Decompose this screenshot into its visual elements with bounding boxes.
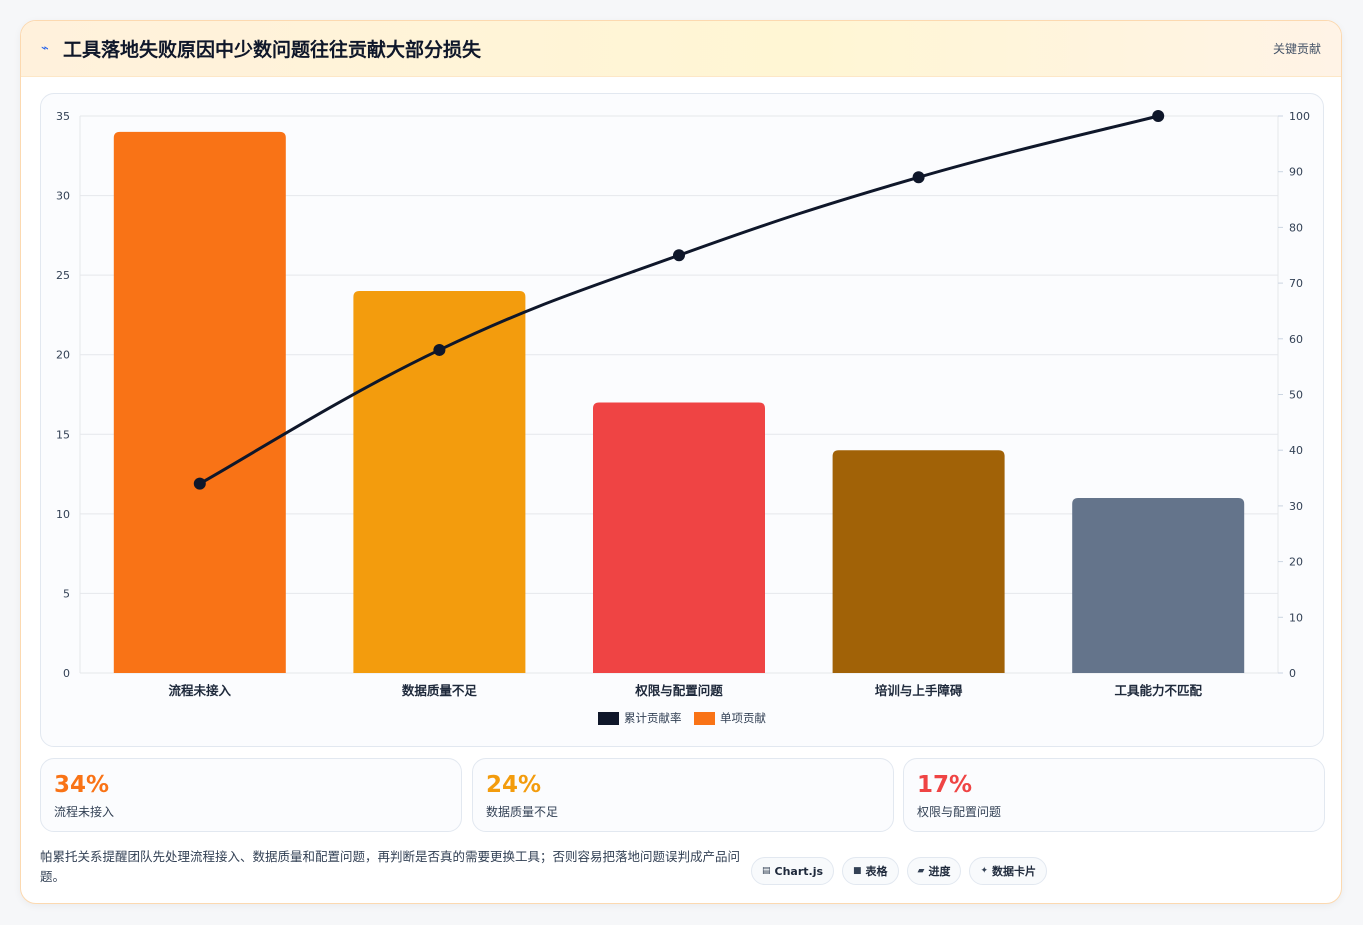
x-tick-label: 数据质量不足 — [401, 683, 478, 698]
line-point — [673, 249, 685, 262]
bar — [1072, 497, 1245, 673]
stat-value: 17% — [917, 772, 973, 798]
line-point — [912, 171, 925, 184]
line-point — [1152, 110, 1165, 122]
badge-data-card[interactable]: ✦ 数据卡片 — [969, 857, 1048, 885]
stat-label: 权限与配置问题 — [917, 805, 1002, 819]
bar — [353, 291, 526, 673]
y2-tick-label: 90 — [1289, 166, 1303, 179]
badge-row: ▤ Chart.js ■ 表格 ▰ 进度 ✦ 数据卡片 — [751, 857, 1048, 885]
badge-label: 进度 — [928, 865, 951, 878]
y2-tick-label: 40 — [1289, 444, 1303, 457]
y2-tick-label: 50 — [1289, 389, 1303, 402]
bar — [593, 402, 765, 673]
chart-icon: ▤ — [762, 866, 771, 876]
y-tick-label: 0 — [63, 667, 70, 680]
progress-icon: ▰ — [917, 866, 925, 876]
y2-tick-label: 0 — [1289, 667, 1296, 680]
stat-value: 34% — [54, 772, 110, 798]
y-tick-label: 15 — [56, 428, 70, 441]
stat-value: 24% — [486, 772, 542, 798]
chart-container: 0 5 10 15 20 25 30 35 0 10 20 30 40 50 60 70 80 90 100 流程未接… — [40, 93, 1324, 747]
x-tick-label: 权限与配置问题 — [634, 683, 723, 698]
x-tick-label: 工具能力不匹配 — [1114, 683, 1202, 698]
badge-label: 数据卡片 — [992, 865, 1037, 878]
card-title: 工具落地失败原因中少数问题往往贡献大部分损失 — [63, 39, 482, 61]
badge-table[interactable]: ■ 表格 — [842, 857, 899, 885]
legend-swatch — [694, 712, 715, 725]
card-header: ⌁ 工具落地失败原因中少数问题往往贡献大部分损失 关键贡献 — [21, 21, 1341, 77]
stat-card-3: 17% 权限与配置问题 — [903, 758, 1325, 832]
lightning-icon: ⌁ — [41, 41, 49, 56]
y2-tick-label: 60 — [1289, 333, 1303, 346]
footer-note: 帕累托关系提醒团队先处理流程接入、数据质量和配置问题，再判断是否真的需要更换工具… — [40, 849, 741, 884]
y2-tick-label: 10 — [1289, 611, 1303, 624]
chart-card: ⌁ 工具落地失败原因中少数问题往往贡献大部分损失 关键贡献 0 5 10 15 20 25… — [20, 20, 1342, 904]
legend-label: 单项贡献 — [720, 711, 766, 725]
badge-progress[interactable]: ▰ 进度 — [906, 857, 962, 885]
header-tag: 关键贡献 — [1272, 42, 1321, 56]
legend-swatch — [598, 712, 619, 725]
stat-card-1: 34% 流程未接入 — [40, 758, 462, 832]
pareto-chart: 0 5 10 15 20 25 30 35 0 10 20 30 40 50 60 70 80 90 100 流程未接… — [56, 110, 1310, 725]
bar — [832, 450, 1005, 673]
x-tick-label: 培训与上手障碍 — [875, 683, 963, 698]
table-icon: ■ — [853, 866, 862, 876]
stat-label: 数据质量不足 — [486, 805, 559, 819]
legend-label: 累计贡献率 — [624, 711, 682, 725]
line-point — [433, 343, 446, 356]
y-tick-label: 10 — [56, 508, 70, 521]
stat-card-2: 24% 数据质量不足 — [472, 758, 894, 832]
y-tick-label: 20 — [56, 349, 70, 362]
badge-label: Chart.js — [774, 864, 824, 878]
y2-tick-label: 80 — [1289, 221, 1303, 234]
line-point — [193, 477, 206, 490]
y2-tick-label: 70 — [1289, 277, 1303, 290]
y2-tick-label: 100 — [1289, 110, 1310, 123]
y-tick-label: 35 — [56, 110, 70, 123]
y2-tick-label: 20 — [1289, 556, 1303, 569]
title-wrap: ⌁ 工具落地失败原因中少数问题往往贡献大部分损失 — [41, 35, 481, 62]
x-tick-label: 流程未接入 — [169, 683, 232, 698]
y2-tick-label: 30 — [1289, 500, 1303, 513]
bar — [113, 131, 286, 673]
badge-label: 表格 — [865, 865, 888, 878]
y-tick-label: 30 — [56, 190, 70, 203]
stat-label: 流程未接入 — [54, 805, 115, 819]
y-tick-label: 25 — [56, 269, 70, 282]
sparkle-icon: ✦ — [980, 866, 989, 876]
badge-chartjs[interactable]: ▤ Chart.js — [751, 857, 835, 885]
y-tick-label: 5 — [63, 587, 70, 600]
